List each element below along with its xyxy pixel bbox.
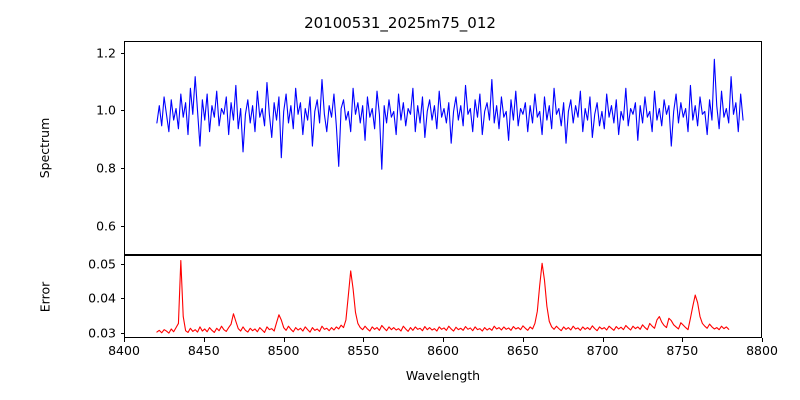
error-axis-label: Error — [37, 281, 52, 312]
x-tick-mark — [363, 338, 365, 342]
y-tick-label: 0.05 — [88, 256, 116, 272]
y-tick-mark — [120, 226, 124, 228]
x-tick-mark — [203, 338, 205, 342]
y-tick-label: 0.03 — [88, 325, 116, 341]
spectrum-axes — [124, 41, 762, 255]
x-tick-mark — [762, 338, 763, 342]
x-tick-mark — [283, 338, 285, 342]
x-tick-label: 8700 — [586, 343, 619, 358]
error-axes — [124, 255, 762, 338]
error-line-series — [156, 259, 730, 334]
y-tick-mark — [120, 52, 124, 54]
x-tick-mark — [682, 338, 684, 342]
y-tick-label: 0.6 — [96, 218, 116, 234]
y-tick-mark — [120, 298, 124, 300]
spectrum-line-series — [156, 58, 744, 170]
y-tick-mark — [120, 263, 124, 265]
x-axis-label: Wavelength — [405, 368, 481, 383]
x-tick-label: 8400 — [108, 343, 140, 358]
y-tick-label: 1.2 — [96, 45, 116, 61]
x-tick-label: 8450 — [187, 343, 220, 358]
y-tick-label: 0.04 — [88, 290, 116, 306]
x-tick-label: 8550 — [347, 343, 380, 358]
spectrum-axis-label: Spectrum — [37, 117, 52, 179]
y-tick-mark — [120, 332, 124, 334]
y-tick-mark — [120, 110, 124, 112]
y-tick-mark — [120, 168, 124, 170]
x-tick-mark — [602, 338, 604, 342]
x-tick-label: 8750 — [666, 343, 699, 358]
x-tick-label: 8650 — [506, 343, 539, 358]
page-title: 20100531_2025m75_012 — [304, 14, 496, 32]
x-tick-mark — [443, 338, 444, 342]
y-tick-label: 0.8 — [96, 160, 116, 176]
y-tick-label: 1.0 — [96, 102, 116, 118]
x-tick-label: 8800 — [746, 343, 778, 358]
x-tick-mark — [124, 338, 125, 342]
x-tick-label: 8600 — [427, 343, 459, 358]
x-tick-mark — [522, 338, 524, 342]
x-tick-label: 8500 — [267, 343, 300, 358]
